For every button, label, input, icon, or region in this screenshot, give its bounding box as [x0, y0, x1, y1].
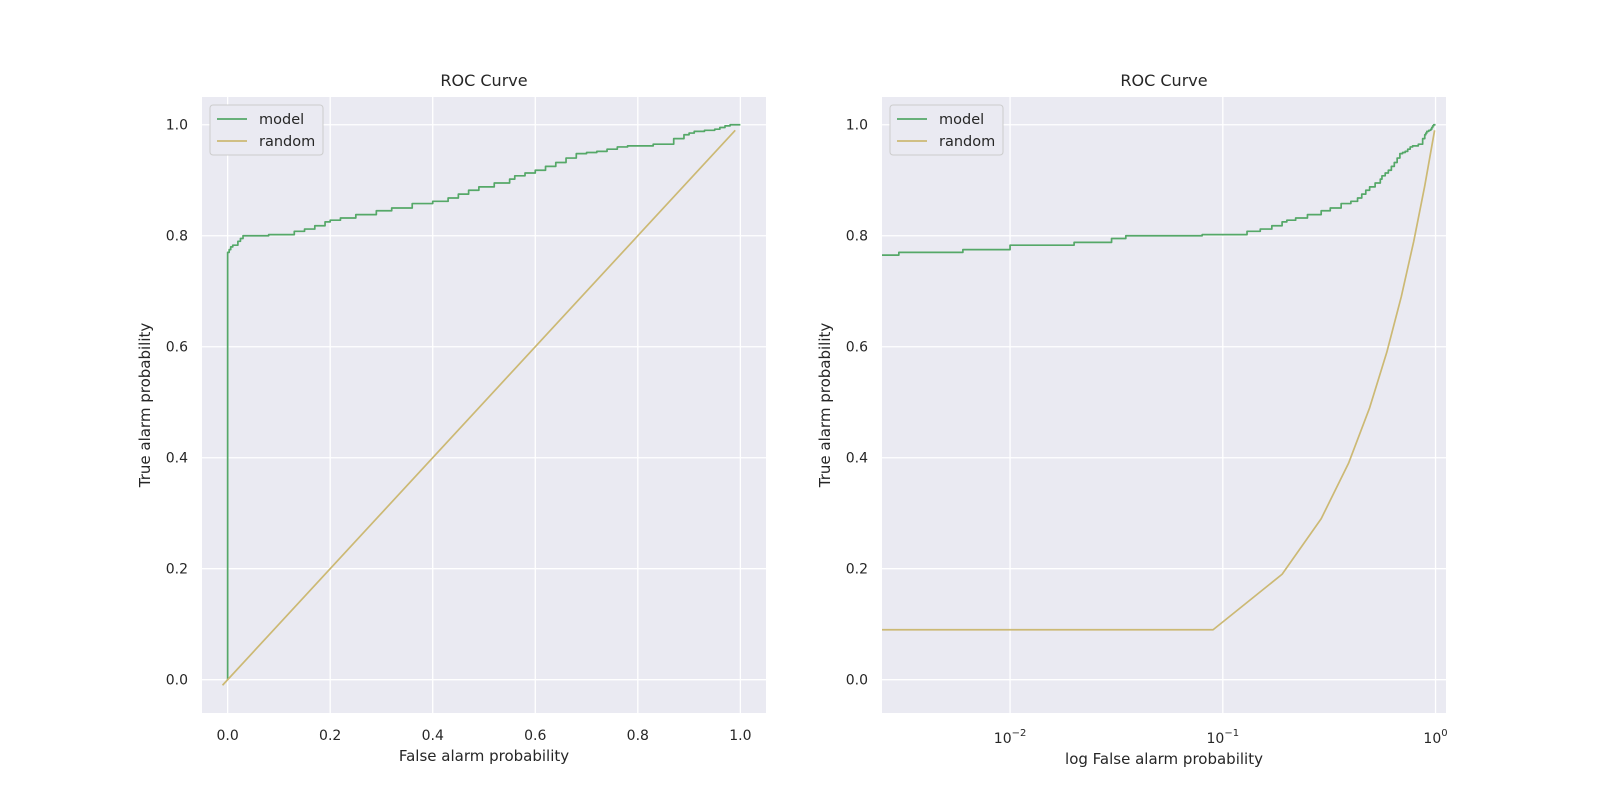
x-tick-label: 0.8 — [627, 728, 649, 744]
y-axis-label: True alarm probability — [136, 323, 154, 489]
x-tick-label: 10−1 — [1207, 728, 1240, 747]
y-tick-label: 0.2 — [846, 562, 868, 578]
y-tick-label: 0.2 — [166, 562, 188, 578]
x-tick-label: 0.4 — [422, 728, 444, 744]
y-tick-label: 1.0 — [846, 118, 868, 134]
series-line-random — [882, 130, 1436, 631]
series-line-random — [221, 129, 736, 686]
y-tick-label: 0.0 — [846, 673, 868, 689]
plot-area — [882, 97, 1446, 713]
y-tick-label: 0.8 — [846, 229, 868, 245]
roc-chart-1: 0.0 0.2 0.4 0.6 0.8 1.0 0.0 0.2 0.4 0.6 0.8 1.0 ROC … — [136, 71, 766, 765]
x-axis-label: False alarm probability — [399, 747, 569, 765]
y-tick-label: 0.0 — [166, 673, 188, 689]
legend-label-random: random — [259, 134, 315, 150]
y-tick-label: 0.6 — [166, 340, 188, 356]
legend-box — [209, 104, 324, 156]
x-tick-label: 0.6 — [524, 728, 546, 744]
legend: model random — [209, 104, 324, 156]
x-tick-label: 0.0 — [217, 728, 239, 744]
y-tick-label: 0.6 — [846, 340, 868, 356]
chart-title: ROC Curve — [440, 71, 527, 90]
chart-title: ROC Curve — [1120, 71, 1207, 90]
y-tick-label: 1.0 — [166, 118, 188, 134]
x-axis-label: log False alarm probability — [1065, 750, 1263, 768]
legend-label-model: model — [939, 112, 984, 128]
y-tick-label: 0.4 — [166, 451, 188, 467]
series-line-model — [226, 123, 741, 680]
y-tick-label: 0.4 — [846, 451, 868, 467]
x-tick-label: 0.2 — [319, 728, 341, 744]
legend-label-model: model — [259, 112, 304, 128]
x-tick-label: 1.0 — [729, 728, 751, 744]
roc-chart-2: 10−2 10−1 100 0.0 0.2 0.4 0.6 0.8 1.0 ROC Curve lo… — [816, 71, 1448, 768]
y-axis-label: True alarm probability — [816, 323, 834, 489]
series-group — [221, 123, 741, 686]
x-tick-label: 10−2 — [994, 728, 1027, 747]
series-line-model — [882, 123, 1436, 257]
y-tick-label: 0.8 — [166, 229, 188, 245]
series-group — [882, 123, 1436, 631]
legend-box — [889, 104, 1004, 156]
legend-label-random: random — [939, 134, 995, 150]
legend: model random — [889, 104, 1004, 156]
x-tick-label: 100 — [1423, 728, 1447, 747]
